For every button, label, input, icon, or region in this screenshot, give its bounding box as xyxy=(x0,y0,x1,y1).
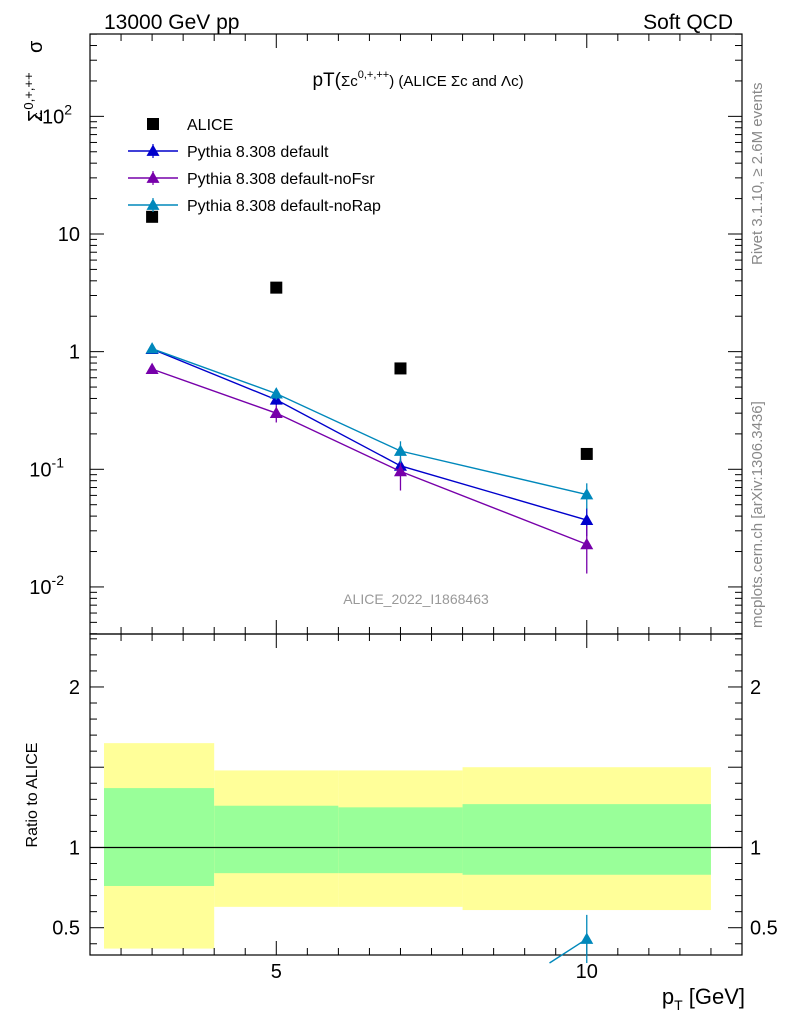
legend-label-alice: ALICE xyxy=(187,117,233,134)
ratio-tick-label-left: 1 xyxy=(69,837,80,859)
ratio-line-noRap xyxy=(549,938,588,964)
point-noFsr xyxy=(580,537,594,550)
ratio-bands xyxy=(104,743,711,949)
point-alice xyxy=(146,210,159,223)
y-tick-label: 1 xyxy=(69,342,80,364)
point-noFsr xyxy=(145,362,159,375)
y-axis-label-sub: c xyxy=(30,112,45,119)
ratio-band-inner xyxy=(462,804,711,875)
y-axis-label: Σ0,+,++ xyxy=(21,72,47,122)
series-line-noFsr xyxy=(151,368,588,546)
point-noRap xyxy=(269,387,283,399)
legend-label-noRap: Pythia 8.308 default-noRap xyxy=(187,198,381,215)
series-line-default xyxy=(151,348,587,521)
rivet-version: Rivet 3.1.10, ≥ 2.6M events xyxy=(749,83,766,266)
point-noFsr xyxy=(393,464,407,477)
y-tick-label: 10 xyxy=(58,224,80,246)
ratio-band-inner xyxy=(214,805,339,874)
legend-marker-alice xyxy=(147,118,159,130)
ratio-tick-label-right: 0.5 xyxy=(750,918,778,940)
analysis-tag: ALICE_2022_I1868463 xyxy=(343,591,489,607)
ratio-band-inner xyxy=(104,788,215,886)
x-tick-label: 5 xyxy=(271,961,282,983)
ratio-plot-frame xyxy=(89,633,743,956)
plot-title: pT(Σc0,+,++) (ALICE Σc and Λc) xyxy=(312,69,523,91)
ratio-y-axis-label: Ratio to ALICE xyxy=(24,743,41,848)
x-tick-label: 10 xyxy=(576,961,598,983)
y-axis-label-tail: σ xyxy=(25,40,47,53)
ratio-tick-label-right: 2 xyxy=(750,677,761,699)
point-alice xyxy=(270,281,283,294)
category-label: Soft QCD xyxy=(643,11,733,34)
point-default xyxy=(580,513,594,525)
ratio-point-noRap xyxy=(580,932,594,944)
legend-marker-noFsr xyxy=(146,171,160,183)
y-tick-label: 102 xyxy=(42,101,72,128)
ratio-tick-label-right: 1 xyxy=(750,837,761,859)
point-noRap xyxy=(580,488,594,500)
point-noRap xyxy=(393,444,407,456)
legend-label-noFsr: Pythia 8.308 default-noFsr xyxy=(187,171,375,188)
point-noRap xyxy=(145,342,159,354)
axes: 5 10 10-2 10-1 1 10 102 0.5 0.5 1 1 2 2 xyxy=(29,33,778,983)
legend-marker-noRap xyxy=(146,198,160,210)
y-tick-label: 10-1 xyxy=(29,454,64,481)
collision-label: 13000 GeV pp xyxy=(104,11,239,34)
point-noFsr xyxy=(269,406,283,419)
ratio-band-inner xyxy=(338,807,463,874)
legend-marker-default xyxy=(146,144,160,156)
mcplots-source: mcplots.cern.ch [arXiv:1306.3436] xyxy=(749,401,766,628)
legend-label-default: Pythia 8.308 default xyxy=(187,144,329,161)
y-tick-label: 10-2 xyxy=(29,572,64,599)
ratio-tick-label-left: 0.5 xyxy=(52,918,80,940)
data-series xyxy=(145,210,594,964)
legend: ALICE Pythia 8.308 default Pythia 8.308 de… xyxy=(128,117,381,215)
x-axis-label: pT [GeV] xyxy=(662,984,745,1013)
point-alice xyxy=(394,362,407,375)
point-alice xyxy=(580,447,593,460)
series-line-noRap xyxy=(151,348,587,496)
ratio-tick-label-left: 2 xyxy=(69,677,80,699)
